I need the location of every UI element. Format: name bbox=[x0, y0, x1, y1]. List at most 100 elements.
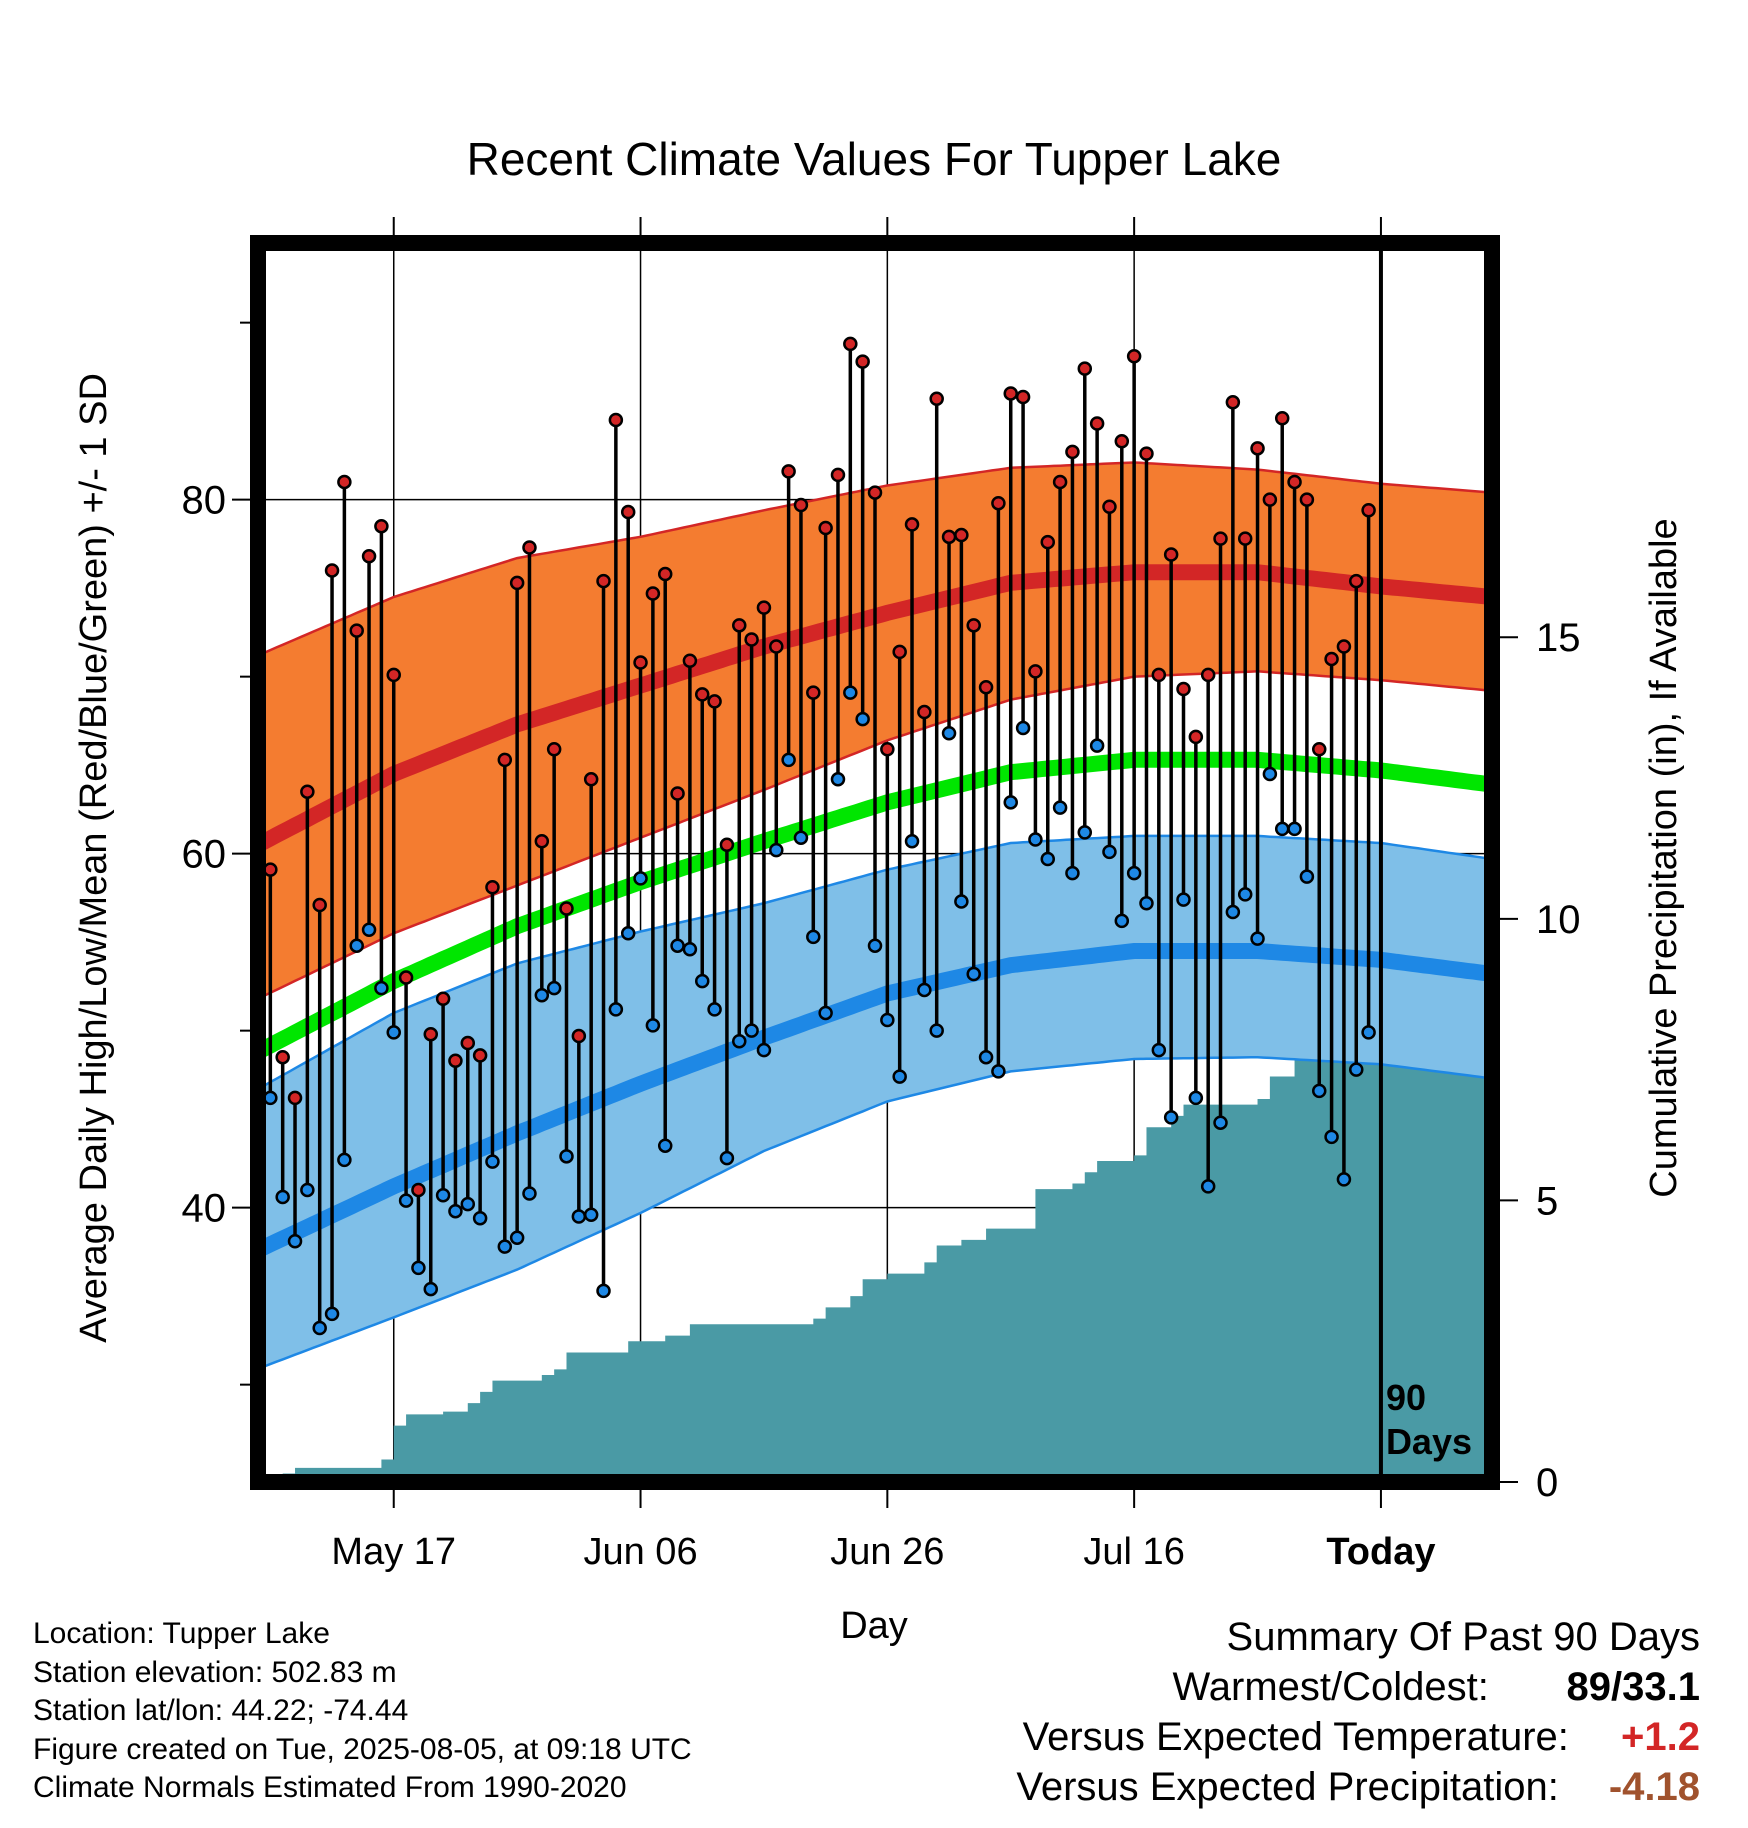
low-point bbox=[423, 1281, 439, 1297]
high-point bbox=[670, 786, 685, 801]
low-point bbox=[1052, 800, 1068, 815]
low-point bbox=[670, 938, 685, 953]
low-point bbox=[596, 1283, 611, 1299]
x-tick-label: Jul 16 bbox=[1083, 1531, 1184, 1573]
low-point bbox=[386, 1025, 401, 1040]
high-point bbox=[1003, 386, 1018, 401]
low-point bbox=[682, 941, 698, 957]
high-point bbox=[1015, 389, 1031, 405]
high-point bbox=[843, 336, 858, 352]
high-point bbox=[571, 1028, 587, 1044]
high-point bbox=[300, 784, 315, 799]
low-point bbox=[1336, 1172, 1352, 1187]
low-point bbox=[1077, 825, 1093, 840]
high-point bbox=[324, 563, 340, 578]
low-point bbox=[991, 1064, 1006, 1079]
temp-departure-row: Versus Expected Temperature: +1.2 bbox=[1016, 1712, 1700, 1762]
low-point bbox=[1176, 892, 1191, 907]
precip-departure-value: -4.18 bbox=[1608, 1765, 1700, 1809]
low-point bbox=[1287, 821, 1302, 837]
high-point bbox=[1262, 492, 1278, 507]
low-point bbox=[1163, 1110, 1179, 1125]
high-point bbox=[411, 1182, 426, 1198]
high-point bbox=[522, 540, 537, 555]
low-point bbox=[349, 938, 364, 953]
normal-low-mean-line bbox=[258, 943, 1492, 1258]
high-point bbox=[769, 639, 784, 654]
high-point bbox=[707, 694, 722, 709]
chart-title: Recent Climate Values For Tupper Lake bbox=[467, 133, 1282, 185]
high-point bbox=[904, 517, 920, 532]
high-point bbox=[830, 467, 846, 483]
low-point bbox=[1274, 821, 1290, 837]
low-point bbox=[571, 1209, 587, 1224]
high-point bbox=[633, 655, 648, 670]
high-point bbox=[1040, 534, 1056, 550]
created-text: Figure created on Tue, 2025-08-05, at 09… bbox=[33, 1732, 692, 1766]
low-point bbox=[1040, 851, 1056, 867]
high-point bbox=[954, 527, 969, 543]
y2-tick-label: 15 bbox=[1536, 616, 1581, 660]
high-point bbox=[781, 464, 796, 479]
high-point bbox=[1299, 492, 1315, 507]
latlon-text: Station lat/lon: 44.22; -74.44 bbox=[33, 1694, 409, 1727]
high-point bbox=[1089, 416, 1105, 431]
low-point bbox=[287, 1234, 303, 1249]
low-point bbox=[620, 926, 636, 941]
low-point bbox=[929, 1023, 944, 1038]
x-tick-label: Jun 26 bbox=[830, 1531, 944, 1573]
low-point bbox=[830, 772, 846, 787]
low-point bbox=[324, 1306, 340, 1322]
temp-departure-label: Versus Expected Temperature: bbox=[1022, 1715, 1569, 1759]
high-point bbox=[1052, 474, 1068, 490]
low-point bbox=[1028, 832, 1043, 847]
high-point bbox=[1188, 729, 1204, 745]
warmest-coldest-label: Warmest/Coldest: bbox=[1172, 1665, 1489, 1709]
low-point bbox=[534, 988, 550, 1003]
high-point bbox=[991, 495, 1006, 511]
high-point bbox=[1361, 503, 1376, 518]
high-point bbox=[1274, 410, 1290, 426]
low-point bbox=[546, 980, 562, 996]
plot-frame bbox=[250, 235, 1500, 1490]
high-point bbox=[1176, 681, 1191, 697]
high-point bbox=[694, 687, 710, 702]
high-point bbox=[608, 412, 624, 428]
low-point bbox=[732, 1034, 747, 1049]
high-point bbox=[546, 741, 562, 757]
y-tick-label: 40 bbox=[182, 1187, 227, 1231]
high-point bbox=[448, 1053, 463, 1068]
low-point bbox=[843, 685, 858, 700]
low-point bbox=[756, 1042, 772, 1058]
low-point bbox=[1003, 795, 1018, 810]
y2-tick-label: 5 bbox=[1536, 1179, 1558, 1223]
high-point bbox=[361, 549, 377, 564]
high-point bbox=[1349, 573, 1364, 589]
high-point bbox=[1237, 531, 1253, 546]
high-point bbox=[1114, 433, 1130, 449]
today-days-label: Days bbox=[1386, 1421, 1472, 1462]
high-point bbox=[263, 862, 278, 877]
low-point bbox=[966, 966, 981, 982]
high-point bbox=[386, 667, 401, 683]
low-point bbox=[472, 1211, 488, 1226]
high-point bbox=[349, 623, 364, 638]
high-point bbox=[892, 644, 907, 660]
low-point bbox=[1151, 1042, 1167, 1058]
low-point bbox=[707, 1002, 722, 1017]
y-axis-label: Average Daily High/Low/Mean (Red/Blue/Gr… bbox=[73, 373, 115, 1343]
low-point bbox=[1250, 931, 1265, 946]
normals-text: Climate Normals Estimated From 1990-2020 bbox=[33, 1771, 627, 1804]
summary-panel: Summary Of Past 90 Days Warmest/Coldest:… bbox=[1016, 1612, 1700, 1812]
high-point bbox=[756, 600, 772, 615]
low-point bbox=[1114, 913, 1130, 929]
low-point bbox=[275, 1189, 290, 1205]
x-tick-label: Jun 06 bbox=[583, 1531, 697, 1573]
precip-departure-row: Versus Expected Precipitation: -4.18 bbox=[1016, 1762, 1700, 1812]
low-point bbox=[608, 1002, 624, 1017]
high-point bbox=[559, 901, 574, 916]
high-point bbox=[1065, 444, 1080, 460]
temp-departure-value: +1.2 bbox=[1621, 1715, 1700, 1759]
high-point bbox=[398, 970, 414, 985]
low-point bbox=[744, 1023, 759, 1038]
